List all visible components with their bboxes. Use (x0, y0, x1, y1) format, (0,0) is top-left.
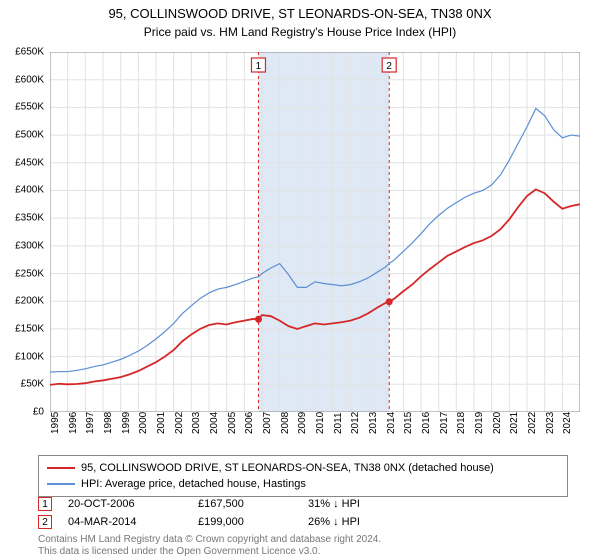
y-tick-label: £0 (33, 407, 44, 418)
footer-line1: Contains HM Land Registry data © Crown c… (38, 534, 381, 546)
transaction-delta: 26% ↓ HPI (308, 516, 448, 528)
y-tick-label: £500K (15, 130, 44, 141)
x-tick-label: 2004 (209, 412, 220, 434)
x-tick-label: 2017 (439, 412, 450, 434)
y-tick-label: £400K (15, 185, 44, 196)
y-tick-label: £100K (15, 351, 44, 362)
x-tick-label: 1999 (121, 412, 132, 434)
chart-subtitle: Price paid vs. HM Land Registry's House … (0, 23, 600, 39)
y-axis-labels: £0£50K£100K£150K£200K£250K£300K£350K£400… (0, 52, 46, 412)
legend-label-hpi: HPI: Average price, detached house, Hast… (81, 478, 306, 490)
y-tick-label: £550K (15, 102, 44, 113)
x-tick-label: 2008 (280, 412, 291, 434)
y-tick-label: £450K (15, 157, 44, 168)
x-tick-label: 2011 (333, 412, 344, 434)
x-tick-label: 2014 (386, 412, 397, 434)
x-tick-label: 2016 (421, 412, 432, 434)
x-tick-label: 2023 (545, 412, 556, 434)
legend: 95, COLLINSWOOD DRIVE, ST LEONARDS-ON-SE… (38, 455, 568, 497)
x-tick-label: 1998 (103, 412, 114, 434)
legend-item-property: 95, COLLINSWOOD DRIVE, ST LEONARDS-ON-SE… (47, 460, 559, 476)
footer-text: Contains HM Land Registry data © Crown c… (38, 534, 381, 558)
y-tick-label: £50K (21, 379, 44, 390)
transaction-row: 1 20-OCT-2006£167,50031% ↓ HPI (38, 496, 568, 512)
x-tick-label: 2006 (244, 412, 255, 434)
transaction-delta: 31% ↓ HPI (308, 498, 448, 510)
x-tick-label: 2007 (262, 412, 273, 434)
y-tick-label: £650K (15, 47, 44, 58)
x-tick-label: 2019 (474, 412, 485, 434)
x-tick-label: 1996 (68, 412, 79, 434)
x-tick-label: 2012 (350, 412, 361, 434)
transaction-price: £199,000 (198, 516, 308, 528)
transaction-date: 04-MAR-2014 (68, 516, 198, 528)
x-tick-label: 2018 (456, 412, 467, 434)
transaction-row: 2 04-MAR-2014£199,00026% ↓ HPI (38, 514, 568, 530)
transaction-marker: 1 (38, 497, 52, 511)
x-tick-label: 2021 (509, 412, 520, 434)
transaction-date: 20-OCT-2006 (68, 498, 198, 510)
x-axis-labels: 1995199619971998199920002001200220032004… (50, 416, 580, 456)
x-tick-label: 1995 (50, 412, 61, 434)
x-tick-label: 2020 (492, 412, 503, 434)
legend-swatch-hpi (47, 483, 75, 485)
x-tick-label: 2009 (297, 412, 308, 434)
y-tick-label: £150K (15, 323, 44, 334)
x-tick-label: 1997 (85, 412, 96, 434)
y-tick-label: £600K (15, 74, 44, 85)
x-tick-label: 2015 (403, 412, 414, 434)
chart-container: 95, COLLINSWOOD DRIVE, ST LEONARDS-ON-SE… (0, 0, 600, 560)
transaction-price: £167,500 (198, 498, 308, 510)
transaction-marker: 2 (38, 515, 52, 529)
x-tick-label: 2022 (527, 412, 538, 434)
x-tick-label: 2013 (368, 412, 379, 434)
svg-text:2: 2 (386, 61, 392, 72)
x-tick-label: 2010 (315, 412, 326, 434)
y-tick-label: £350K (15, 213, 44, 224)
plot-area: 12 (50, 52, 580, 412)
x-tick-label: 2003 (191, 412, 202, 434)
legend-label-property: 95, COLLINSWOOD DRIVE, ST LEONARDS-ON-SE… (81, 462, 494, 474)
footer-line2: This data is licensed under the Open Gov… (38, 546, 381, 558)
svg-text:1: 1 (256, 61, 262, 72)
transactions-table: 1 20-OCT-2006£167,50031% ↓ HPI 2 04-MAR-201… (38, 496, 568, 532)
y-tick-label: £300K (15, 240, 44, 251)
x-tick-label: 2001 (156, 412, 167, 434)
x-tick-label: 2024 (562, 412, 573, 434)
x-tick-label: 2005 (227, 412, 238, 434)
x-tick-label: 2002 (174, 412, 185, 434)
legend-item-hpi: HPI: Average price, detached house, Hast… (47, 476, 559, 492)
chart-title: 95, COLLINSWOOD DRIVE, ST LEONARDS-ON-SE… (0, 0, 600, 23)
legend-swatch-property (47, 467, 75, 469)
y-tick-label: £250K (15, 268, 44, 279)
y-tick-label: £200K (15, 296, 44, 307)
chart-svg: 12 (50, 52, 580, 412)
x-tick-label: 2000 (138, 412, 149, 434)
